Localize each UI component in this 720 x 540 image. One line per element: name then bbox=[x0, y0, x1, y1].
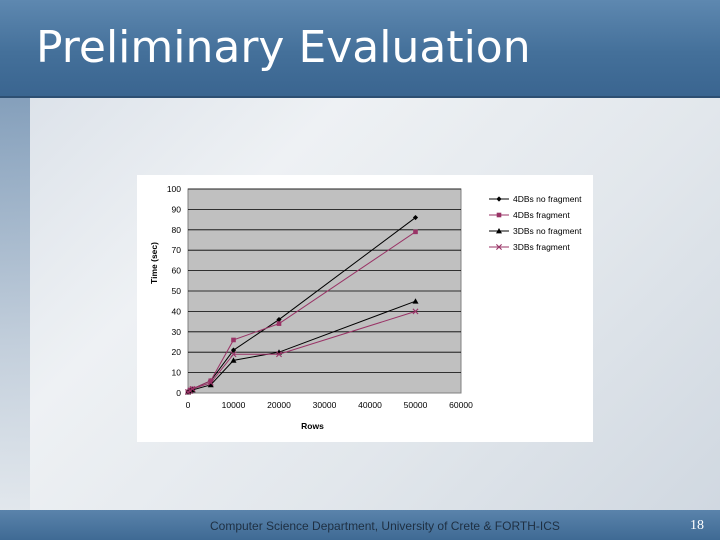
data-point-s1-6 bbox=[276, 316, 282, 323]
x-tick-label: 0 bbox=[186, 400, 191, 410]
y-tick-label: 30 bbox=[172, 327, 182, 337]
slide-title: Preliminary Evaluation bbox=[36, 22, 531, 73]
data-point-s3-5 bbox=[230, 357, 237, 363]
y-tick-label: 80 bbox=[172, 225, 182, 235]
data-point-s4-3 bbox=[189, 385, 196, 392]
line-chart: 0 10 20 30 40 50 60 70 80 90 100 0 10000 20000 30000 40… bbox=[149, 184, 582, 431]
y-tick-label: 60 bbox=[172, 266, 182, 276]
legend-label: 3DBs fragment bbox=[513, 242, 570, 252]
y-tick-label: 50 bbox=[172, 286, 182, 296]
legend-marker-1 bbox=[496, 196, 502, 202]
x-tick-label: 60000 bbox=[449, 400, 473, 410]
data-point-s3-4 bbox=[207, 381, 214, 388]
title-bar bbox=[0, 0, 720, 98]
x-tick-label: 30000 bbox=[313, 400, 337, 410]
y-tick-label: 10 bbox=[172, 368, 182, 378]
chart-container: 0 10 20 30 40 50 60 70 80 90 100 0 10000 20000 30000 40… bbox=[137, 175, 593, 442]
data-point-s2-6 bbox=[276, 321, 282, 326]
legend-marker-3 bbox=[496, 228, 502, 234]
y-tick-label: 100 bbox=[167, 184, 181, 194]
x-tick-label: 40000 bbox=[358, 400, 382, 410]
data-point-s2-7 bbox=[413, 229, 418, 235]
legend-label: 4DBs no fragment bbox=[513, 194, 582, 204]
footer-text: Computer Science Department, University … bbox=[210, 519, 560, 533]
legend-marker-2 bbox=[496, 212, 502, 218]
x-tick-label: 10000 bbox=[222, 400, 246, 410]
left-decorative-strip bbox=[0, 98, 30, 510]
y-tick-label: 40 bbox=[172, 306, 182, 316]
y-tick-label: 20 bbox=[172, 347, 182, 357]
data-point-s3-7 bbox=[412, 298, 419, 304]
x-axis-title: Rows bbox=[301, 421, 324, 431]
y-tick-label: 70 bbox=[172, 245, 182, 255]
data-point-s2-5 bbox=[231, 337, 236, 343]
legend-marker-4 bbox=[496, 244, 502, 250]
data-point-s4-6 bbox=[276, 351, 282, 358]
x-tick-label: 50000 bbox=[404, 400, 428, 410]
legend-label: 4DBs fragment bbox=[513, 210, 570, 220]
y-tick-label: 90 bbox=[172, 204, 182, 214]
data-point-s4-5 bbox=[230, 351, 237, 358]
data-point-s4-4 bbox=[207, 379, 214, 386]
data-point-s4-7 bbox=[412, 308, 419, 315]
legend-label: 3DBs no fragment bbox=[513, 226, 582, 236]
y-axis-title: Time (sec) bbox=[149, 242, 159, 284]
data-point-s1-7 bbox=[412, 214, 419, 221]
data-point-s2-4 bbox=[208, 378, 214, 384]
y-tick-label: 0 bbox=[176, 388, 181, 398]
x-tick-label: 20000 bbox=[267, 400, 291, 410]
footer-bar bbox=[0, 510, 720, 540]
data-point-s1-5 bbox=[230, 347, 237, 353]
slide-number: 18 bbox=[690, 518, 704, 533]
